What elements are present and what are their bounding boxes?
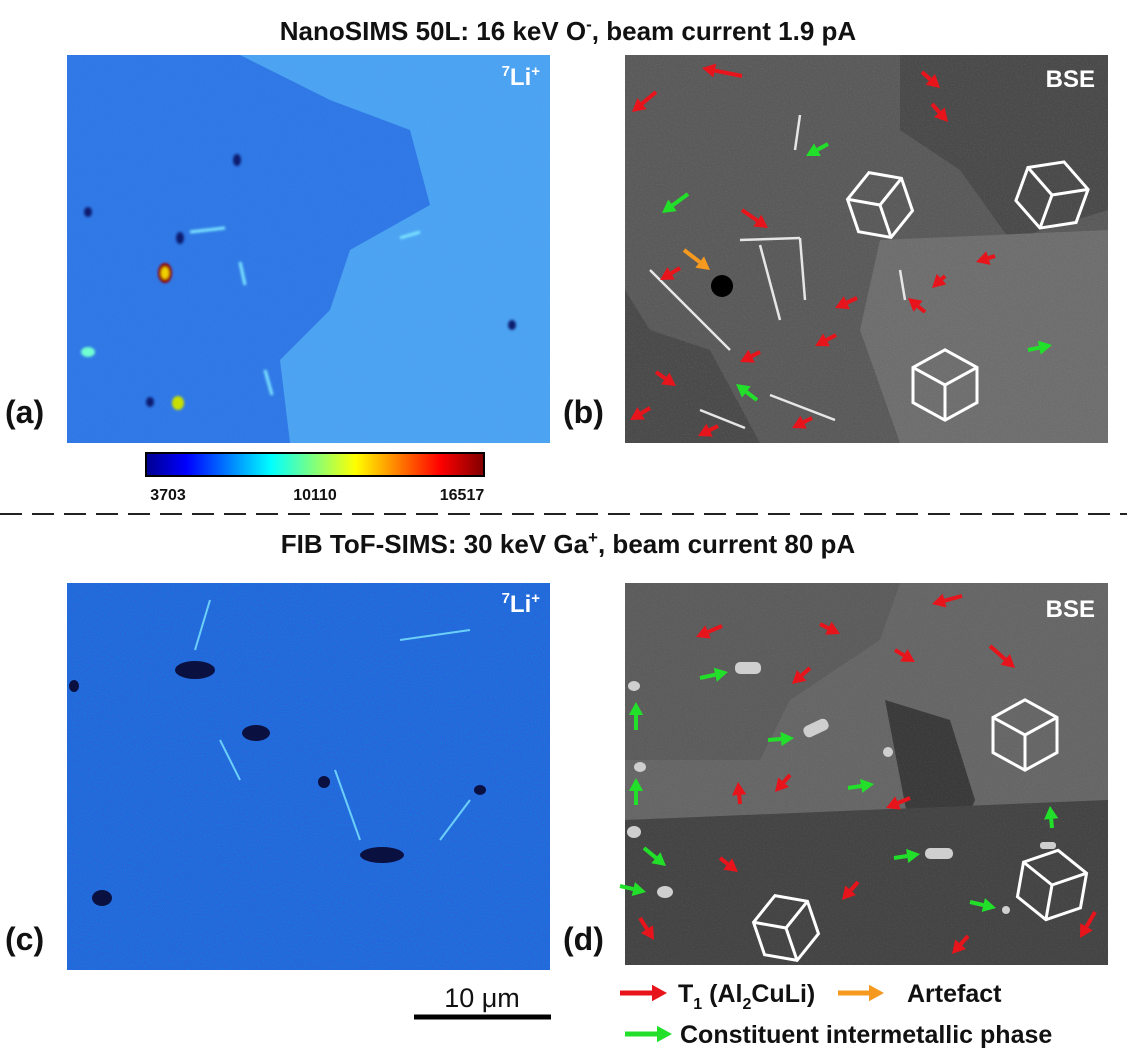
image-c bbox=[67, 583, 550, 970]
figure: NanoSIMS 50L: 16 keV O-, beam current 1.… bbox=[0, 0, 1127, 1050]
title-text: NanoSIMS 50L: 16 keV O bbox=[280, 16, 586, 46]
tag-charge: + bbox=[531, 590, 540, 607]
legend-text: T1 (Al2CuLi) bbox=[678, 980, 815, 1013]
arrow-head bbox=[869, 985, 884, 1002]
section-title: NanoSIMS 50L: 16 keV O-, beam current 1.… bbox=[280, 15, 857, 46]
arrow bbox=[838, 985, 884, 1002]
panel-label: (c) bbox=[5, 921, 44, 957]
tag-element: Li bbox=[510, 591, 531, 618]
arrow-shaft bbox=[942, 276, 945, 279]
colorbar-label: 16517 bbox=[440, 487, 485, 504]
title-text: , beam current 80 pA bbox=[598, 529, 855, 559]
section-title: FIB ToF-SIMS: 30 keV Ga+, beam current 8… bbox=[281, 528, 856, 559]
legend-sub: 1 bbox=[693, 996, 702, 1013]
panel-tag: BSE bbox=[1046, 66, 1095, 93]
image-a bbox=[67, 55, 550, 443]
legend-part: Constituent intermetallic phase bbox=[680, 1021, 1052, 1049]
arrow-head bbox=[657, 1026, 672, 1043]
arrow bbox=[625, 1026, 672, 1043]
legend-sub: 2 bbox=[742, 996, 751, 1013]
panel-label: (a) bbox=[5, 394, 44, 430]
tag-mass: 7 bbox=[502, 590, 510, 607]
colorbar-label: 10110 bbox=[293, 487, 337, 504]
scale-bar-label: 10 μm bbox=[444, 983, 520, 1013]
legend-part: (Al bbox=[702, 980, 742, 1008]
arrow bbox=[620, 985, 667, 1002]
colorbar bbox=[146, 453, 484, 476]
colorbar-label: 3703 bbox=[150, 487, 186, 504]
panel-label: (b) bbox=[563, 394, 604, 430]
title-text: , beam current 1.9 pA bbox=[592, 16, 857, 46]
arrow-head bbox=[652, 985, 667, 1002]
arrow-shaft bbox=[988, 256, 995, 258]
image-b bbox=[625, 55, 1108, 443]
title-text: FIB ToF-SIMS: 30 keV Ga bbox=[281, 529, 589, 559]
legend-part: Artefact bbox=[907, 980, 1002, 1008]
arrow-shaft bbox=[739, 795, 740, 804]
panel-tag: BSE bbox=[1046, 596, 1095, 623]
arrow-shaft bbox=[894, 856, 907, 858]
legend-text: Constituent intermetallic phase bbox=[680, 1021, 1052, 1049]
legend-part: CuLi) bbox=[751, 980, 815, 1008]
arrow-shaft bbox=[848, 786, 861, 788]
tag-mass: 7 bbox=[502, 63, 510, 80]
title-sup: + bbox=[588, 528, 598, 547]
arrow-shaft bbox=[1051, 819, 1052, 828]
panel-label: (d) bbox=[563, 921, 604, 957]
image-d bbox=[625, 583, 1108, 965]
tag-charge: + bbox=[531, 63, 540, 80]
legend-text: Artefact bbox=[907, 980, 1002, 1008]
arrow-shaft bbox=[1028, 348, 1039, 350]
legend: T1 (Al2CuLi) Artefact Constituent interm… bbox=[620, 980, 1052, 1049]
arrow-shaft bbox=[768, 739, 781, 740]
tag-element: Li bbox=[510, 64, 531, 91]
legend-part: T bbox=[678, 980, 693, 1008]
